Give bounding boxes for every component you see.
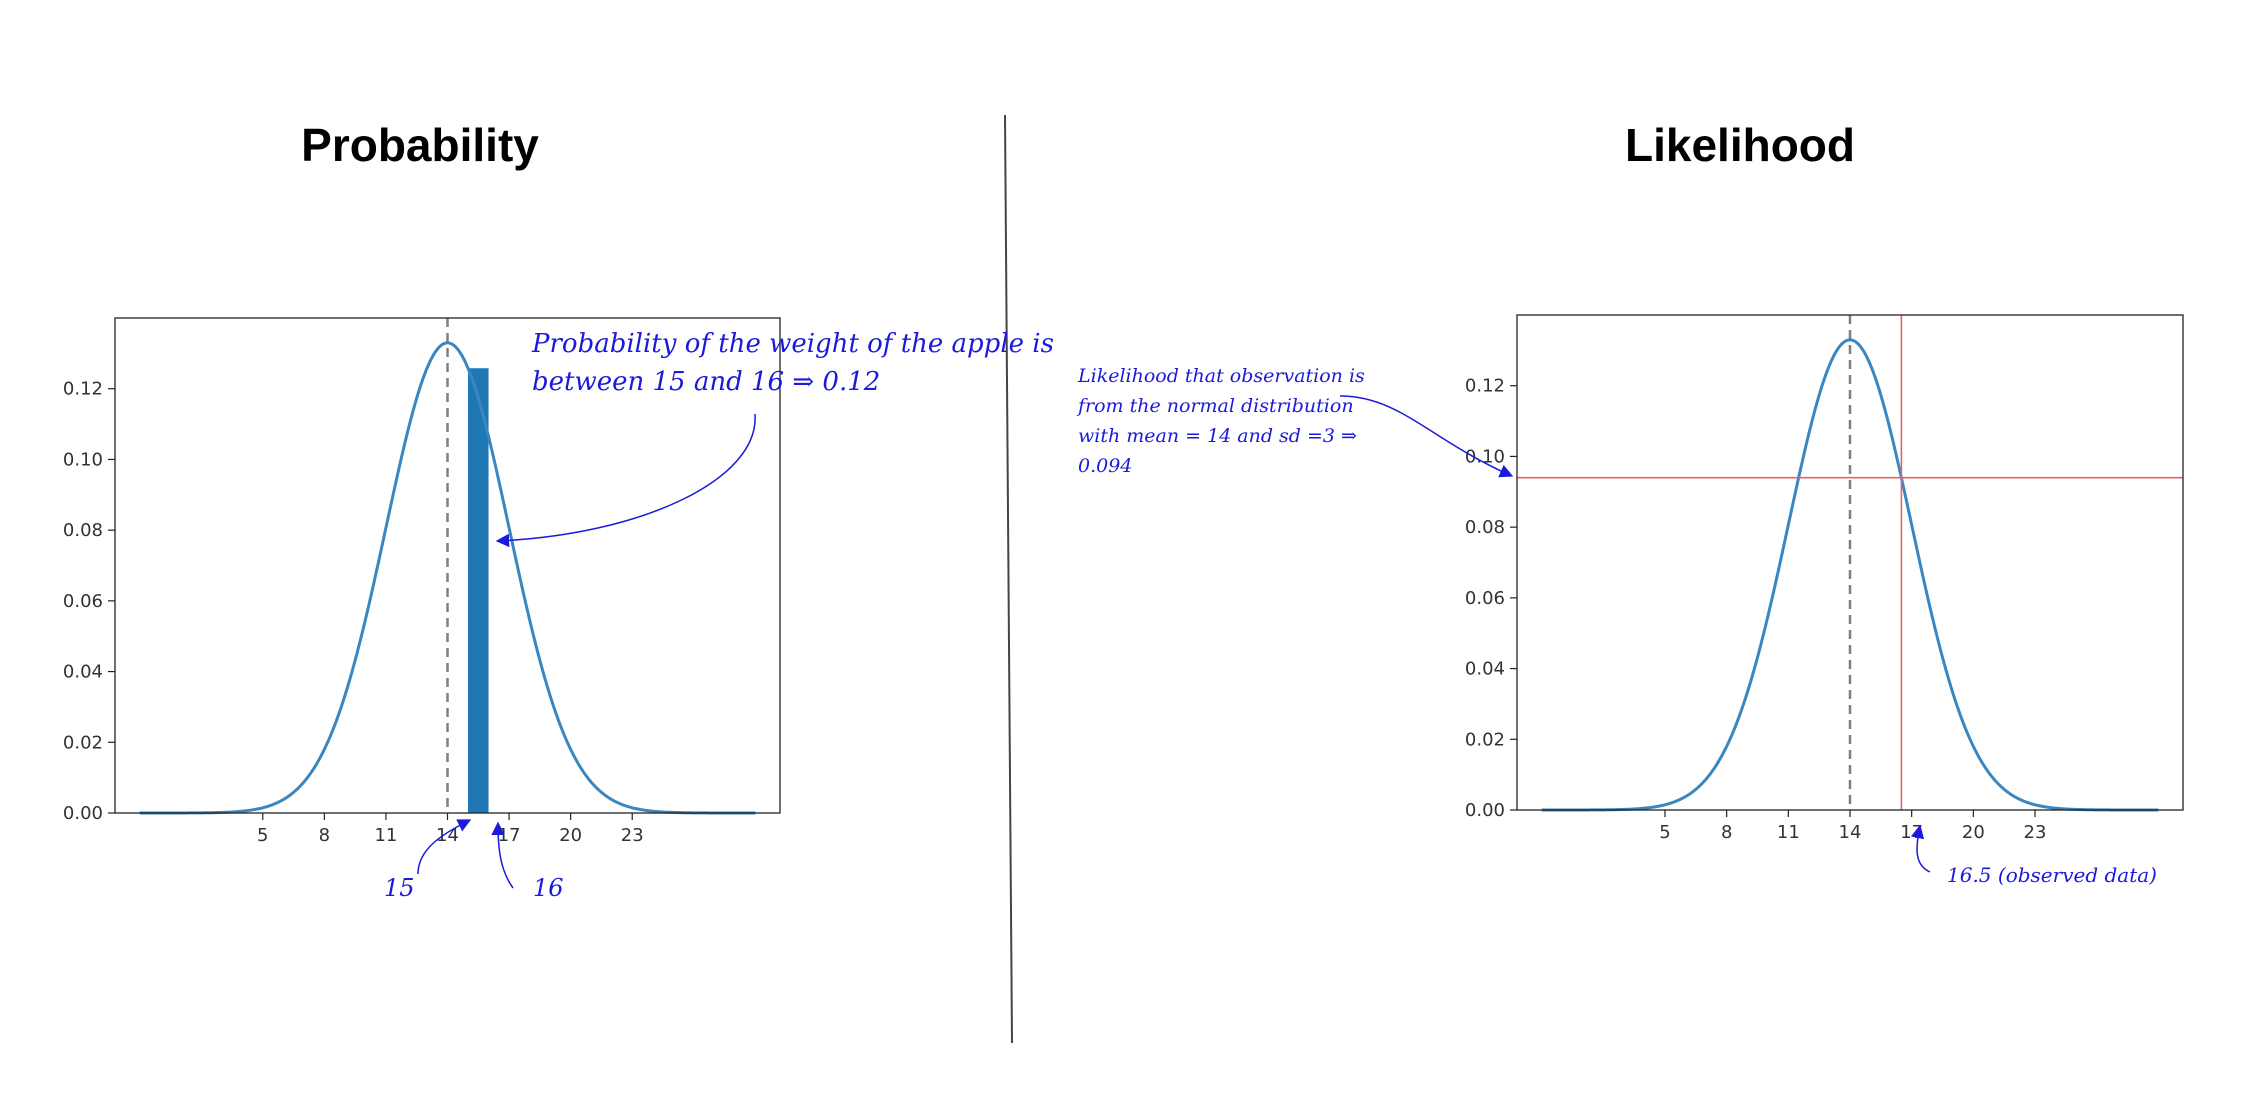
probability-note-line2: between 15 and 16 ⇒ 0.12 — [532, 367, 880, 397]
probability-arrow — [495, 413, 756, 548]
x-tick-label: 11 — [374, 825, 397, 846]
x-tick-label: 14 — [1839, 822, 1862, 843]
panel-divider — [1004, 114, 1013, 1044]
y-tick-label: 0.02 — [63, 732, 103, 753]
y-tick-label: 0.08 — [1465, 517, 1505, 538]
x-tick-label: 17 — [498, 825, 521, 846]
x-tick-label: 14 — [436, 825, 459, 846]
y-tick-label: 0.02 — [1465, 729, 1505, 750]
likelihood-note-line1: Likelihood that observation is — [1077, 365, 1365, 387]
y-tick-label: 0.04 — [1465, 659, 1505, 680]
y-tick-label: 0.06 — [1465, 588, 1505, 609]
x-tick-label: 23 — [621, 825, 644, 846]
probability-chart: 0.00 0.02 0.04 0.06 0.08 0.10 0.12 5 8 11 14 17 20 2… — [63, 317, 781, 846]
arrow-15 — [417, 819, 472, 875]
likelihood-chart: 0.00 0.02 0.04 0.06 0.08 0.10 0.12 5 8 11 14 17 20 2… — [1465, 314, 2184, 843]
normal-curve — [1541, 338, 2159, 812]
x-tick-label: 5 — [257, 825, 268, 846]
y-tick-label: 0.10 — [1465, 446, 1505, 467]
normal-curve — [139, 341, 756, 815]
x-tick-label: 23 — [2024, 822, 2047, 843]
y-tick-label: 0.08 — [63, 520, 103, 541]
y-tick-label: 0.04 — [63, 662, 103, 683]
plot-frame — [114, 317, 781, 814]
y-tick-label: 0.06 — [63, 591, 103, 612]
label-16: 16 — [533, 874, 564, 902]
label-15: 15 — [384, 874, 415, 902]
shaded-interval — [468, 368, 489, 813]
x-tick-label: 20 — [1962, 822, 1985, 843]
observed-label: 16.5 (observed data) — [1947, 863, 2157, 887]
observed-arrow — [1910, 824, 1931, 873]
y-tick-label: 0.00 — [1465, 800, 1505, 821]
y-tick-label: 0.10 — [63, 449, 103, 470]
x-tick-label: 17 — [1900, 822, 1923, 843]
y-tick-label: 0.00 — [63, 803, 103, 824]
x-tick-label: 20 — [559, 825, 582, 846]
likelihood-note-line2: from the normal distribution — [1076, 395, 1354, 417]
likelihood-arrow — [1339, 395, 1514, 478]
likelihood-note-line3: with mean = 14 and sd =3 ⇒ — [1078, 425, 1357, 447]
likelihood-title: Likelihood — [1625, 119, 1855, 171]
probability-title: Probability — [301, 119, 539, 171]
y-tick-label: 0.12 — [1465, 376, 1505, 397]
likelihood-note-line4: 0.094 — [1078, 455, 1132, 477]
y-tick-label: 0.12 — [63, 379, 103, 400]
arrow-16 — [491, 821, 514, 889]
plot-frame — [1516, 314, 2184, 811]
x-tick-label: 8 — [319, 825, 330, 846]
x-tick-label: 5 — [1659, 822, 1670, 843]
x-tick-label: 8 — [1721, 822, 1732, 843]
x-tick-label: 11 — [1777, 822, 1800, 843]
probability-note-line1: Probability of the weight of the apple i… — [531, 329, 1054, 359]
